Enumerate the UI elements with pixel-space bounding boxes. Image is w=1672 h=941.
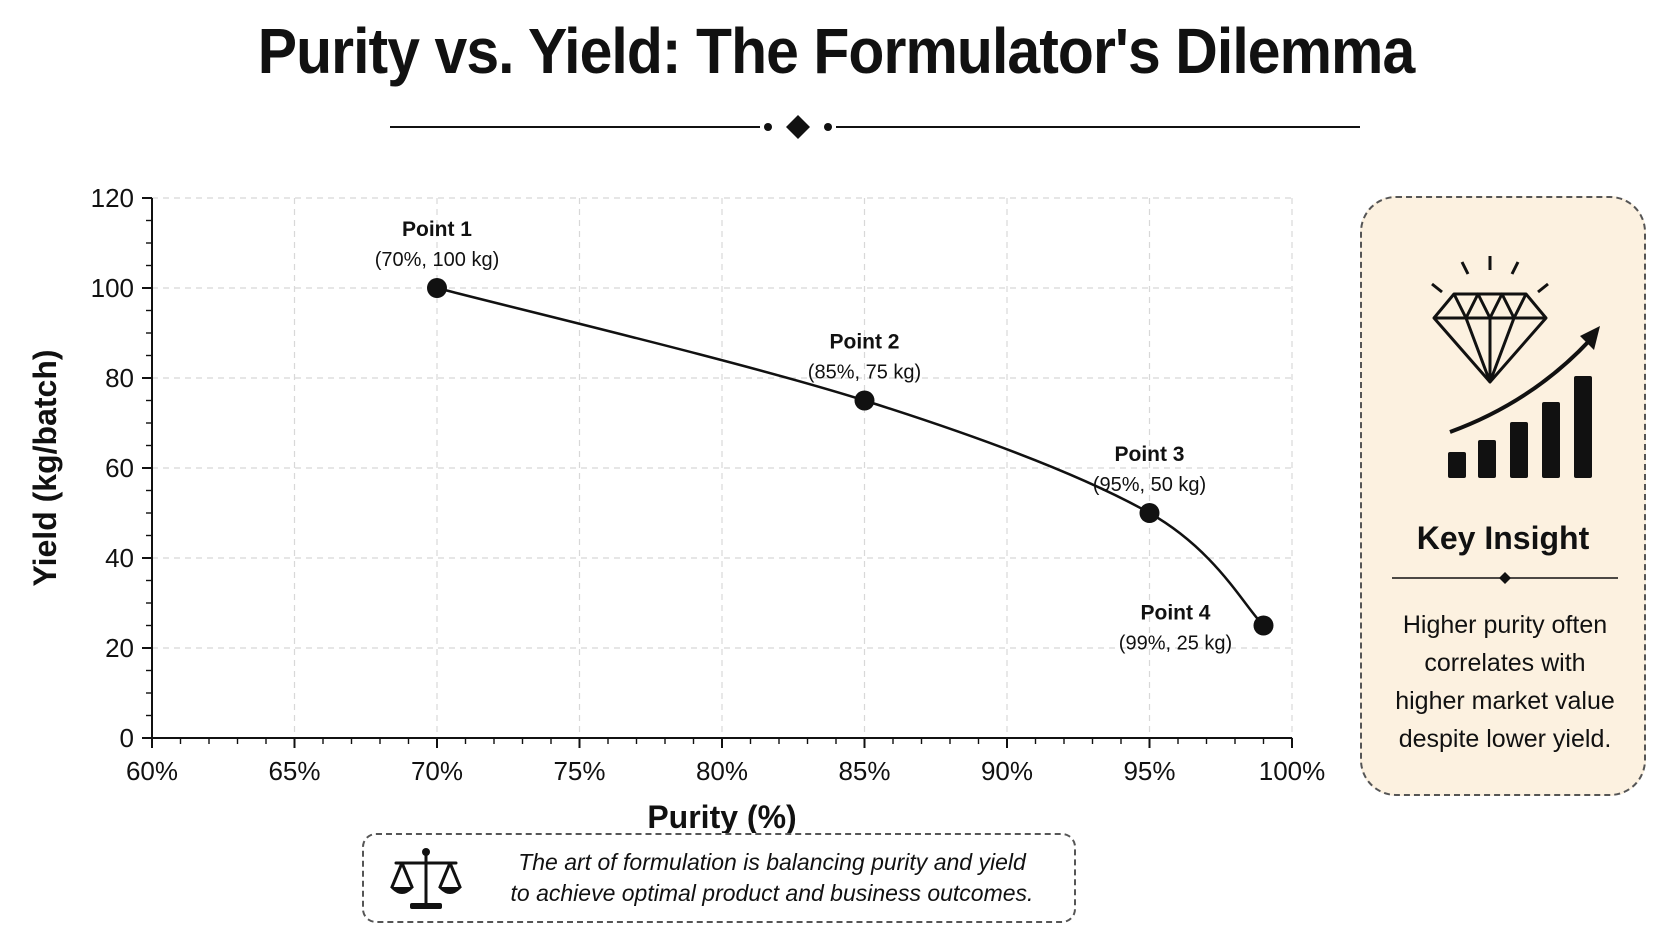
- insight-line: correlates with: [1424, 649, 1586, 677]
- point-value-label: (85%, 75 kg): [808, 362, 921, 384]
- y-tick-label: 80: [105, 363, 134, 393]
- y-tick-label: 120: [91, 183, 134, 213]
- y-tick-label: 100: [91, 273, 134, 303]
- point-value-label: (95%, 50 kg): [1093, 474, 1206, 496]
- data-point: [854, 390, 875, 411]
- insight-line: higher market value: [1395, 687, 1615, 715]
- title-divider: [390, 115, 1360, 139]
- point-value-label: (99%, 25 kg): [1119, 633, 1232, 655]
- point-name-label: Point 4: [1140, 602, 1210, 625]
- x-tick-label: 80%: [696, 756, 748, 786]
- x-axis-title: Purity (%): [647, 799, 796, 835]
- data-point: [427, 278, 447, 298]
- insight-title: Key Insight: [1416, 520, 1590, 556]
- x-tick-label: 85%: [838, 756, 890, 786]
- x-tick-label: 60%: [126, 756, 178, 786]
- footer-line: The art of formulation is balancing puri…: [518, 849, 1026, 875]
- y-tick-label: 20: [105, 633, 134, 663]
- insight-divider: [1392, 572, 1618, 584]
- key-insight-panel: Key Insight Higher purity often correlat…: [1360, 196, 1646, 796]
- data-point: [1253, 615, 1274, 636]
- insight-line: Higher purity often: [1402, 611, 1608, 639]
- insight-text: Higher purity often correlates with high…: [1380, 606, 1630, 758]
- balance-scale-icon: [390, 848, 462, 909]
- x-tick-label: 100%: [1259, 756, 1326, 786]
- x-tick-label: 70%: [411, 756, 463, 786]
- purity-yield-chart: 0 20 40 60 80 100 120 60% 65% 70% 75% 80% 85% 90% 95% 1…: [27, 183, 1326, 835]
- point-name-label: Point 3: [1114, 443, 1184, 466]
- x-tick-label: 95%: [1123, 756, 1175, 786]
- x-tick-label: 65%: [268, 756, 320, 786]
- x-tick-label: 90%: [981, 756, 1033, 786]
- insight-line: despite lower yield.: [1398, 725, 1612, 753]
- footer-line: to achieve optimal product and business …: [510, 880, 1034, 906]
- y-tick-label: 40: [105, 543, 134, 573]
- insight-illustration: [1431, 256, 1600, 478]
- point-value-label: (70%, 100 kg): [375, 249, 500, 271]
- x-tick-label: 75%: [553, 756, 605, 786]
- y-tick-label: 0: [120, 723, 134, 753]
- data-point: [1139, 503, 1160, 523]
- footer-note: The art of formulation is balancing puri…: [362, 833, 1076, 923]
- point-name-label: Point 2: [829, 331, 899, 354]
- y-axis-title: Yield (kg/batch): [27, 349, 63, 586]
- growth-bar-chart-icon: [1448, 326, 1600, 478]
- footer-text: The art of formulation is balancing puri…: [482, 847, 1062, 909]
- series-line: [436, 286, 1265, 627]
- page-title: Purity vs. Yield: The Formulator's Dilem…: [257, 15, 1415, 87]
- y-tick-label: 60: [105, 453, 134, 483]
- point-name-label: Point 1: [402, 218, 472, 241]
- diamond-icon: [1431, 256, 1549, 384]
